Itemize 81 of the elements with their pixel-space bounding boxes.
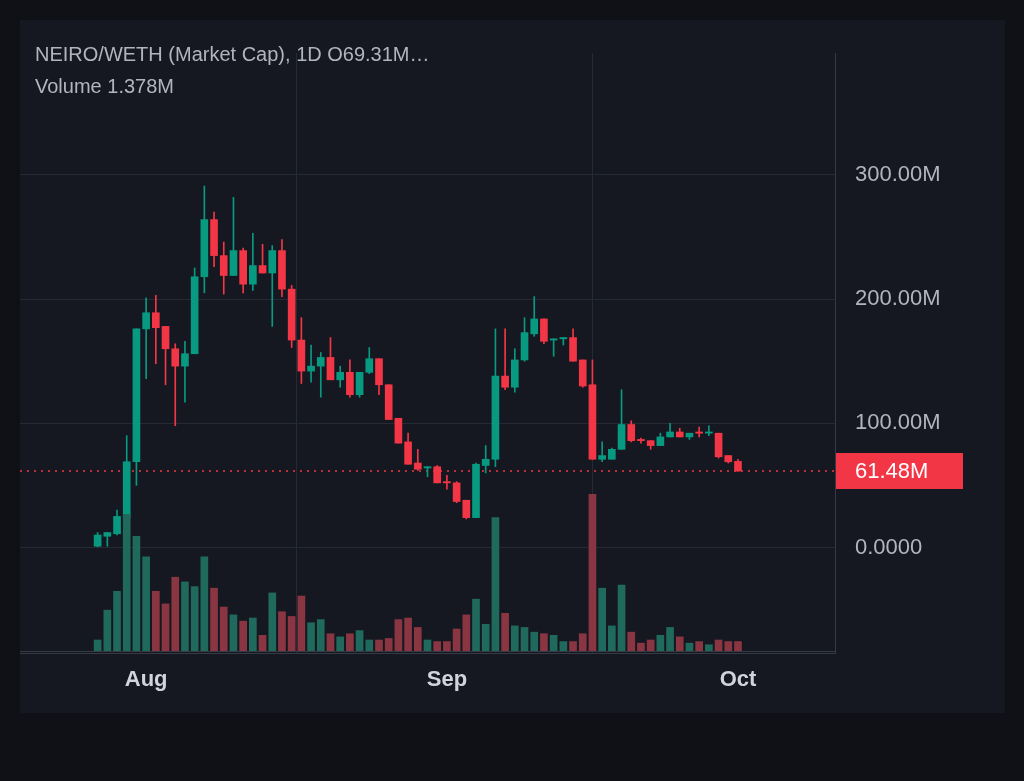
bar xyxy=(365,639,374,651)
bar xyxy=(394,619,403,651)
bar xyxy=(142,556,150,651)
candlestick xyxy=(152,295,160,364)
bar xyxy=(278,611,286,651)
bar xyxy=(229,614,238,651)
candlestick xyxy=(705,425,713,437)
bar xyxy=(219,606,228,651)
bar xyxy=(481,623,490,651)
bar xyxy=(384,638,393,651)
y-tick-label: 100.00M xyxy=(855,409,941,435)
bar xyxy=(510,625,519,651)
bar xyxy=(190,586,199,651)
bar xyxy=(413,627,422,651)
bar xyxy=(249,617,257,651)
bar xyxy=(452,628,461,651)
ref-line-label: 61.48M xyxy=(855,458,929,484)
y-tick-label: 300.00M xyxy=(855,160,941,186)
bar xyxy=(113,591,121,651)
bar xyxy=(103,609,112,651)
bar xyxy=(307,622,315,651)
bar xyxy=(171,576,180,651)
bar xyxy=(375,639,383,651)
bar xyxy=(520,627,529,651)
bar xyxy=(161,603,170,651)
bar xyxy=(132,536,141,651)
bar xyxy=(734,641,742,651)
bar xyxy=(443,641,451,651)
bar xyxy=(637,642,645,651)
bar xyxy=(239,620,247,651)
bar xyxy=(355,630,364,651)
y-tick-label: 0.0000 xyxy=(855,533,923,559)
bar xyxy=(316,619,325,651)
bar xyxy=(724,641,733,651)
bar xyxy=(559,641,568,651)
bar xyxy=(181,581,189,651)
x-tick-label: Sep xyxy=(426,666,468,692)
bar xyxy=(404,617,412,651)
bar xyxy=(530,631,539,651)
bar xyxy=(433,641,442,651)
bar xyxy=(617,584,626,651)
x-tick-label: Aug xyxy=(124,666,168,692)
chart-title: Volume 1.378M xyxy=(35,75,174,98)
bar xyxy=(326,633,335,651)
y-tick-label: 200.00M xyxy=(855,285,941,311)
candlestick xyxy=(481,445,490,474)
candlestick xyxy=(307,344,315,383)
bar xyxy=(656,634,665,651)
candlestick xyxy=(443,475,451,490)
candlestick xyxy=(142,297,150,379)
candlestick xyxy=(316,352,325,398)
bar xyxy=(210,587,218,651)
bar xyxy=(540,633,548,651)
bar xyxy=(549,634,558,651)
bar xyxy=(297,595,306,651)
bar xyxy=(627,631,636,651)
bar xyxy=(666,627,674,651)
bar xyxy=(472,598,480,651)
bar xyxy=(462,614,471,651)
bar xyxy=(258,634,267,651)
bar xyxy=(268,592,277,651)
bar xyxy=(200,556,209,651)
chart-title: NEIRO/WETH (Market Cap), 1D O69.31M… xyxy=(35,43,430,66)
bar xyxy=(491,517,500,651)
x-tick-label: Oct xyxy=(719,666,757,692)
bar xyxy=(569,641,577,651)
candlestick xyxy=(181,340,189,403)
bar xyxy=(578,633,587,651)
candlestick xyxy=(171,343,180,427)
bar xyxy=(598,587,606,651)
bar xyxy=(705,644,713,651)
bar xyxy=(588,494,597,651)
bar xyxy=(695,641,703,651)
bar xyxy=(346,633,354,651)
bar xyxy=(287,616,296,651)
bar xyxy=(675,636,684,651)
bar xyxy=(336,636,345,651)
candlestick xyxy=(501,328,509,391)
bar xyxy=(501,612,509,651)
bar xyxy=(608,625,616,651)
bar xyxy=(152,591,160,651)
